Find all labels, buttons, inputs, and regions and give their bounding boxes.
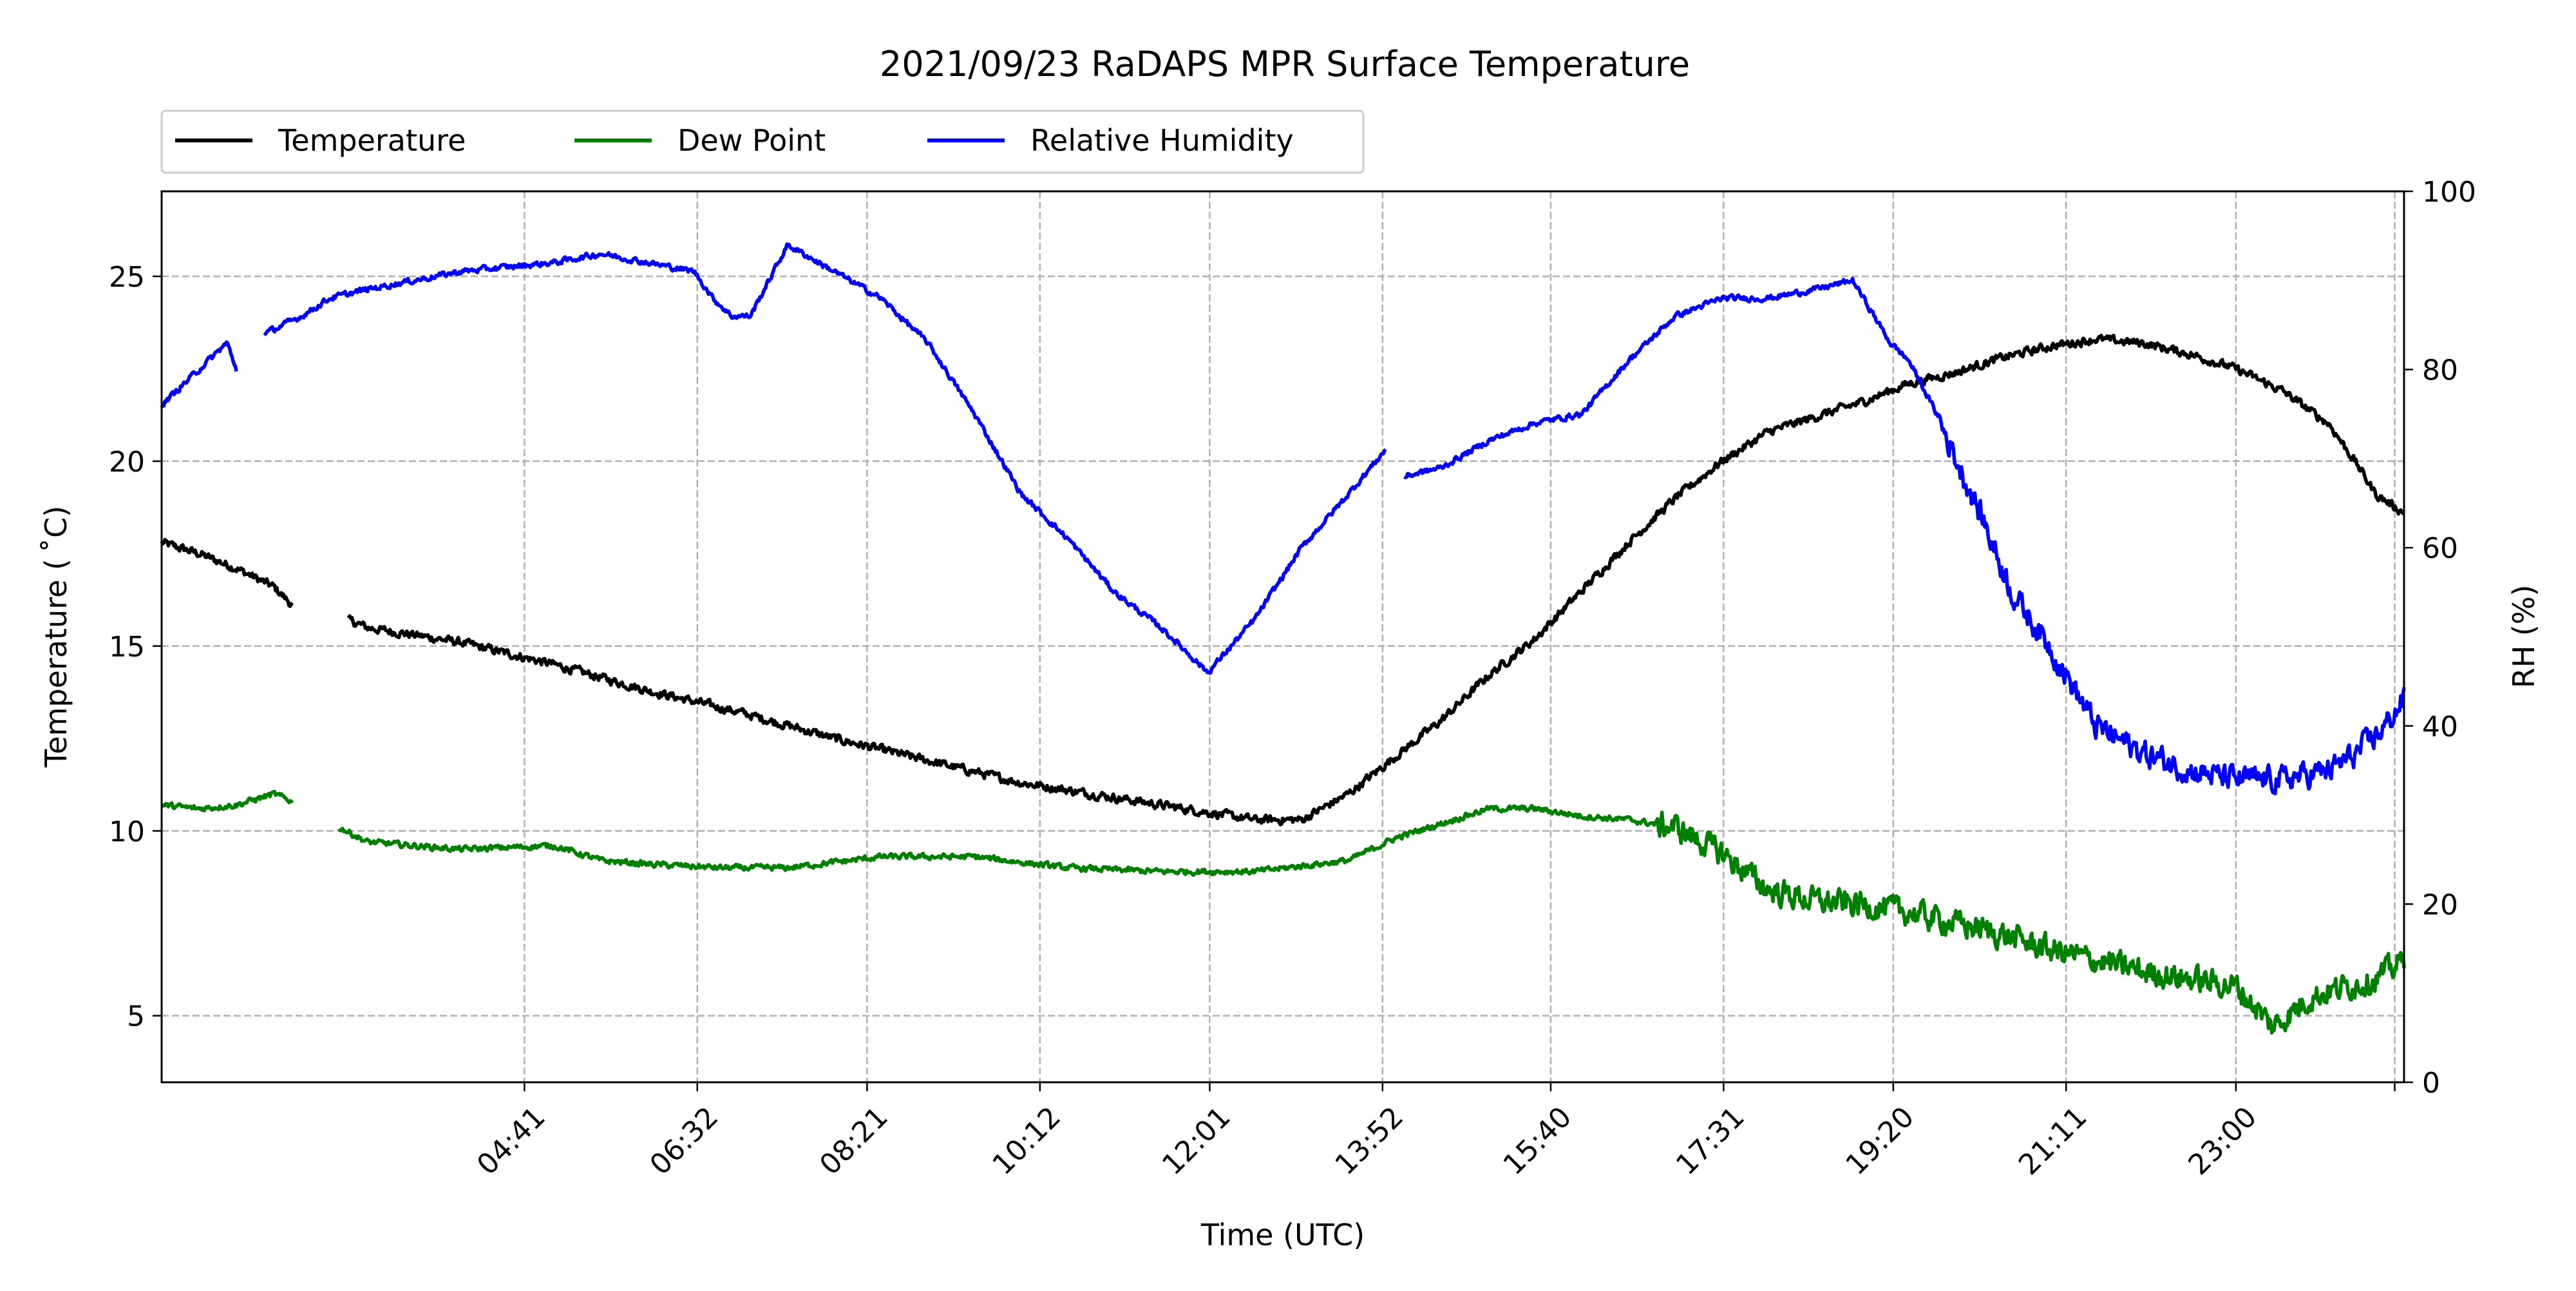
x-tick-label: 08:21 (813, 1100, 895, 1181)
y2-tick-label: 100 (2422, 176, 2476, 209)
legend-label-relative-humidity: Relative Humidity (1030, 123, 1294, 158)
y-axis-left: 5 10 15 20 25 (109, 261, 162, 1033)
y-tick-label: 15 (109, 631, 145, 664)
legend-label-temperature: Temperature (278, 123, 466, 158)
plot-frame (160, 190, 2405, 1084)
x-tick-label: 06:32 (643, 1100, 724, 1181)
y-axis-right: 0 20 40 60 80 100 (2404, 176, 2476, 1100)
series-line-relative-humidity (160, 340, 238, 408)
series-line-temperature (346, 333, 2405, 827)
series-line-relative-humidity (1403, 276, 2406, 796)
y-tick-label: 5 (127, 1000, 145, 1033)
legend-label-dew-point: Dew Point (677, 123, 826, 158)
legend-box (160, 110, 1365, 174)
y-axis-label: Temperature ( ˚C) (39, 506, 73, 768)
x-tick-label: 17:31 (1670, 1100, 1751, 1181)
y2-tick-label: 20 (2422, 888, 2458, 921)
series-line-temperature (160, 537, 294, 608)
series-lines (160, 242, 2406, 1035)
series-line-dew-point (160, 789, 294, 813)
chart-title: 2021/09/23 RaDAPS MPR Surface Temperatur… (880, 44, 1690, 84)
x-tick-label: 10:12 (986, 1100, 1067, 1181)
grid-lines (162, 191, 2404, 1082)
y2-tick-label: 80 (2422, 354, 2458, 387)
y2-tick-label: 40 (2422, 711, 2458, 743)
y2-tick-label: 60 (2422, 532, 2458, 565)
y-tick-label: 10 (109, 816, 145, 848)
x-tick-label: 12:01 (1156, 1100, 1237, 1181)
x-tick-label: 23:00 (2183, 1100, 2264, 1181)
y-tick-label: 20 (109, 446, 145, 479)
x-tick-label: 19:20 (1840, 1100, 1921, 1181)
x-tick-label: 21:11 (2012, 1100, 2094, 1181)
x-tick-label: 15:40 (1497, 1100, 1578, 1181)
x-axis-label: Time (UTC) (1200, 1218, 1365, 1252)
y-tick-label: 25 (109, 261, 145, 294)
series-line-dew-point (337, 803, 2406, 1035)
y2-tick-label: 0 (2422, 1067, 2440, 1100)
y2-axis-label: RH (%) (2506, 585, 2541, 689)
x-tick-label: 04:41 (471, 1100, 552, 1181)
x-tick-label: 13:52 (1329, 1100, 1410, 1181)
legend: Temperature Dew Point Relative Humidity (160, 110, 1365, 174)
series-line-relative-humidity (263, 242, 1387, 675)
x-axis: 04:41 06:32 08:21 10:12 12:01 13:52 15:40 17:31… (471, 1082, 2396, 1181)
